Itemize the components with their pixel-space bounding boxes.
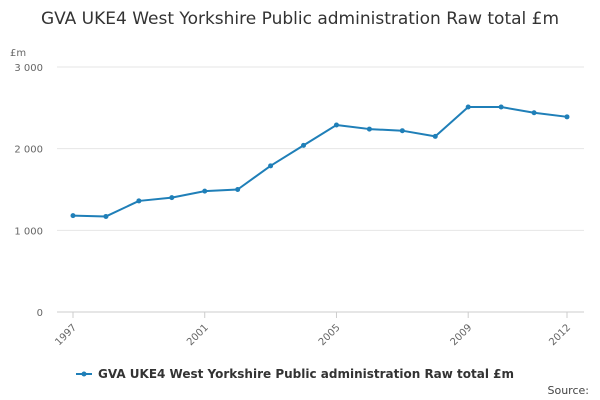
data-point[interactable] <box>366 126 372 132</box>
data-point[interactable] <box>498 104 504 110</box>
gridlines <box>57 66 584 313</box>
data-point[interactable] <box>301 142 307 148</box>
data-point[interactable] <box>202 188 208 194</box>
data-point[interactable] <box>465 104 471 110</box>
series-group <box>70 104 570 219</box>
data-point[interactable] <box>564 114 570 120</box>
legend-marker-symbol <box>81 371 87 377</box>
series-line[interactable] <box>72 106 568 218</box>
data-point[interactable] <box>70 213 76 219</box>
chart-title: GVA UKE4 West Yorkshire Public administr… <box>40 9 560 29</box>
data-point[interactable] <box>531 110 537 116</box>
y-axis-ticks: 0 1 000 2 000 3 000 <box>14 63 43 319</box>
x-tick-label: 2012 <box>547 322 573 348</box>
y-tick-label: 3 000 <box>14 63 43 74</box>
x-tick-label: 2009 <box>449 322 475 348</box>
x-tick-label: 2005 <box>317 322 343 348</box>
data-point[interactable] <box>333 122 339 128</box>
data-point[interactable] <box>103 213 109 219</box>
source-credit[interactable]: Source: <box>548 384 590 397</box>
data-point[interactable] <box>268 163 274 169</box>
legend-item-label[interactable]: GVA UKE4 West Yorkshire Public administr… <box>98 367 514 381</box>
data-point[interactable] <box>136 198 142 204</box>
data-point[interactable] <box>169 195 175 201</box>
x-tick-label: 2001 <box>185 322 211 348</box>
y-axis-unit-label: £m <box>10 48 26 59</box>
legend[interactable]: GVA UKE4 West Yorkshire Public administr… <box>76 367 514 381</box>
y-tick-label: 2 000 <box>14 145 43 156</box>
y-tick-label: 0 <box>37 308 43 319</box>
y-tick-label: 1 000 <box>14 226 43 237</box>
x-axis: 1997 2001 2005 2009 2012 <box>53 311 584 348</box>
data-point[interactable] <box>399 128 405 134</box>
data-point[interactable] <box>432 133 438 139</box>
x-tick-label: 1997 <box>53 322 79 348</box>
data-point[interactable] <box>235 187 241 192</box>
